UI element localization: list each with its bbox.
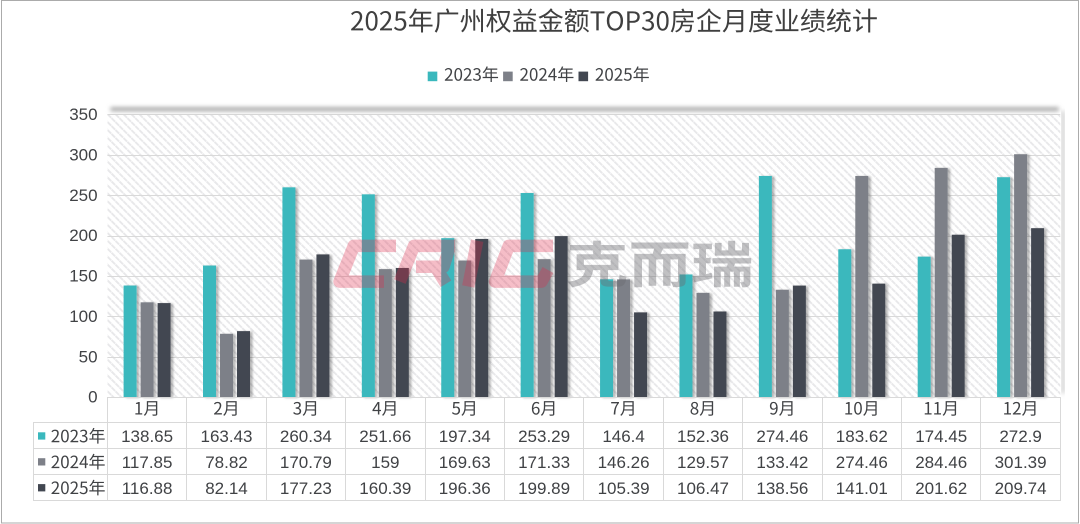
svg-text:197.34: 197.34 [439, 427, 491, 446]
svg-text:300: 300 [69, 146, 97, 165]
svg-text:272.9: 272.9 [999, 427, 1042, 446]
svg-text:105.39: 105.39 [598, 479, 650, 498]
svg-text:177.23: 177.23 [280, 479, 332, 498]
svg-text:141.01: 141.01 [836, 479, 888, 498]
svg-text:171.33: 171.33 [518, 453, 570, 472]
svg-text:250: 250 [69, 186, 97, 205]
svg-text:159: 159 [371, 453, 399, 472]
svg-text:129.57: 129.57 [677, 453, 729, 472]
svg-text:117.85: 117.85 [122, 453, 173, 472]
svg-text:78.82: 78.82 [205, 453, 248, 472]
svg-text:174.45: 174.45 [915, 427, 967, 446]
svg-text:170.79: 170.79 [280, 453, 332, 472]
svg-text:82.14: 82.14 [205, 479, 248, 498]
svg-text:116.88: 116.88 [122, 479, 173, 498]
svg-text:152.36: 152.36 [677, 427, 729, 446]
svg-text:160.39: 160.39 [359, 479, 411, 498]
svg-text:199.89: 199.89 [518, 479, 570, 498]
svg-text:106.47: 106.47 [677, 479, 729, 498]
svg-text:146.26: 146.26 [598, 453, 650, 472]
svg-text:50: 50 [79, 347, 98, 366]
svg-text:133.42: 133.42 [756, 453, 808, 472]
svg-text:251.66: 251.66 [359, 427, 411, 446]
svg-text:209.74: 209.74 [995, 479, 1047, 498]
svg-text:201.62: 201.62 [915, 479, 967, 498]
svg-text:301.39: 301.39 [995, 453, 1047, 472]
svg-text:196.36: 196.36 [439, 479, 491, 498]
svg-text:183.62: 183.62 [836, 427, 888, 446]
svg-text:260.34: 260.34 [280, 427, 332, 446]
svg-text:200: 200 [69, 226, 97, 245]
svg-text:350: 350 [69, 105, 97, 124]
svg-text:163.43: 163.43 [201, 427, 253, 446]
svg-text:169.63: 169.63 [439, 453, 491, 472]
svg-text:284.46: 284.46 [915, 453, 967, 472]
svg-text:150: 150 [69, 267, 97, 286]
svg-text:100: 100 [69, 307, 97, 326]
svg-text:0: 0 [88, 388, 97, 407]
svg-text:138.65: 138.65 [121, 427, 173, 446]
svg-text:146.4: 146.4 [602, 427, 645, 446]
svg-text:274.46: 274.46 [756, 427, 808, 446]
svg-text:138.56: 138.56 [756, 479, 808, 498]
svg-text:253.29: 253.29 [518, 427, 570, 446]
svg-text:274.46: 274.46 [836, 453, 888, 472]
